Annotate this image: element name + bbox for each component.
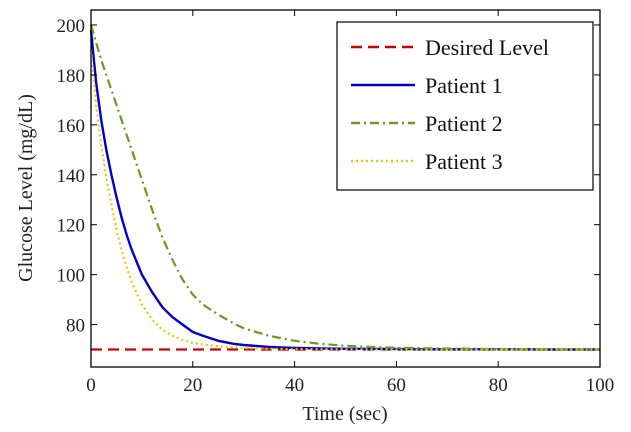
x-tick-label: 100 bbox=[586, 375, 615, 396]
y-tick-label: 180 bbox=[57, 66, 86, 87]
series-layer bbox=[89, 24, 601, 351]
y-axis-label: Glucose Level (mg/dL) bbox=[15, 94, 37, 282]
legend-label-1: Desired Level bbox=[425, 35, 549, 60]
legend: Desired Level Patient 1 Patient 2 Patient 3 bbox=[336, 21, 594, 191]
x-tick-label: 80 bbox=[489, 375, 508, 396]
y-tick-label: 100 bbox=[57, 266, 86, 287]
y-tick-label: 120 bbox=[57, 216, 86, 237]
y-tick-label: 200 bbox=[57, 16, 86, 37]
legend-label-4: Patient 3 bbox=[425, 149, 503, 174]
series-line-4 bbox=[89, 49, 600, 351]
legend-label-2: Patient 1 bbox=[425, 73, 503, 98]
y-tick-label: 160 bbox=[57, 116, 86, 137]
y-tick-label: 140 bbox=[57, 166, 86, 187]
legend-box bbox=[336, 21, 594, 191]
x-tick-label: 40 bbox=[285, 375, 304, 396]
legend-label-3: Patient 2 bbox=[425, 111, 503, 136]
plot-frame bbox=[90, 9, 601, 368]
tick-layer: 0 20 40 60 80 100 80 100 120 140 160 180 200 bbox=[57, 10, 615, 396]
x-tick-label: 20 bbox=[183, 375, 202, 396]
x-tick-label: 60 bbox=[387, 375, 406, 396]
x-tick-label: 0 bbox=[86, 375, 96, 396]
y-tick-label: 80 bbox=[66, 316, 85, 337]
x-axis-label: Time (sec) bbox=[302, 403, 387, 425]
